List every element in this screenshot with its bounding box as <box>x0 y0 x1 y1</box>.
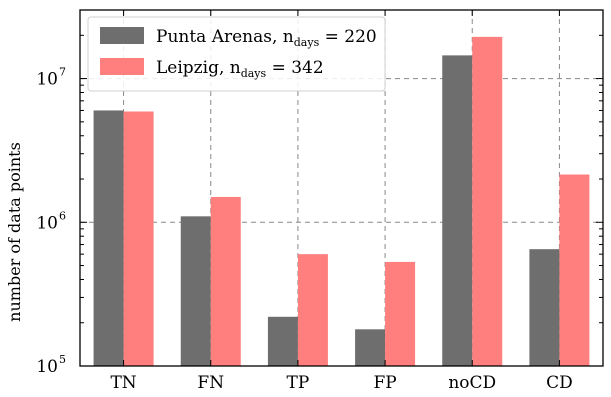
x-tick-label-FN: FN <box>197 373 224 393</box>
bar-FN-series-2 <box>210 196 241 366</box>
x-tick-label-noCD: noCD <box>448 373 496 393</box>
bar-CD-series-2 <box>559 174 590 366</box>
legend-box <box>87 16 386 92</box>
bar-FN-series-1 <box>180 216 211 366</box>
y-tick-exponent: 7 <box>59 66 66 79</box>
bar-FP-series-1 <box>355 329 386 366</box>
x-tick-label-CD: CD <box>546 373 573 393</box>
bar-TN-series-2 <box>123 111 154 366</box>
x-tick-label-FP: FP <box>373 373 396 393</box>
bar-CD-series-1 <box>529 249 560 366</box>
y-tick-label: 10 <box>36 357 58 377</box>
x-tick-label-TN: TN <box>110 373 136 393</box>
y-tick-exponent: 5 <box>59 353 66 366</box>
legend: Punta Arenas, ndays = 220 Leipzig, ndays … <box>87 16 386 92</box>
bar-noCD-series-2 <box>472 36 503 366</box>
y-axis-label: number of data points <box>5 142 24 322</box>
y-tick-label: 10 <box>36 213 58 233</box>
legend-label-1: Punta Arenas, ndays = 220 <box>156 27 377 49</box>
legend-swatch-2 <box>100 58 144 75</box>
legend-swatch-1 <box>100 27 144 44</box>
axes <box>79 9 604 367</box>
bar-TP-series-2 <box>297 254 328 366</box>
plot-frame <box>79 9 604 367</box>
bar-noCD-series-1 <box>442 55 473 367</box>
y-tick-exponent: 6 <box>59 209 66 222</box>
legend-label-2: Leipzig, ndays = 342 <box>156 58 324 80</box>
bar-FP-series-2 <box>385 261 416 366</box>
x-tick-label-TP: TP <box>287 373 310 393</box>
y-tick-label: 10 <box>36 70 58 90</box>
bars <box>93 36 590 367</box>
bar-TN-series-1 <box>93 110 124 366</box>
bar-TP-series-1 <box>267 316 298 366</box>
